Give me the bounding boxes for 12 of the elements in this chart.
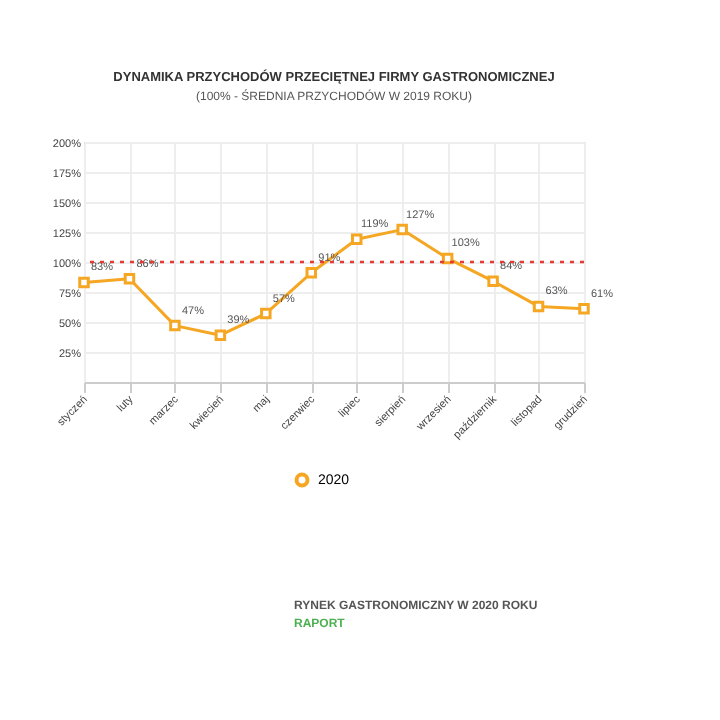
- point: [78, 276, 90, 289]
- point: [441, 252, 454, 265]
- point: [396, 223, 408, 236]
- point: [123, 273, 136, 285]
- point: [214, 329, 227, 341]
- point: [487, 275, 499, 287]
- point: [305, 267, 318, 279]
- point: [532, 300, 545, 313]
- point: [169, 319, 181, 332]
- point: [578, 303, 590, 315]
- point: [260, 307, 272, 320]
- point: [350, 233, 363, 245]
